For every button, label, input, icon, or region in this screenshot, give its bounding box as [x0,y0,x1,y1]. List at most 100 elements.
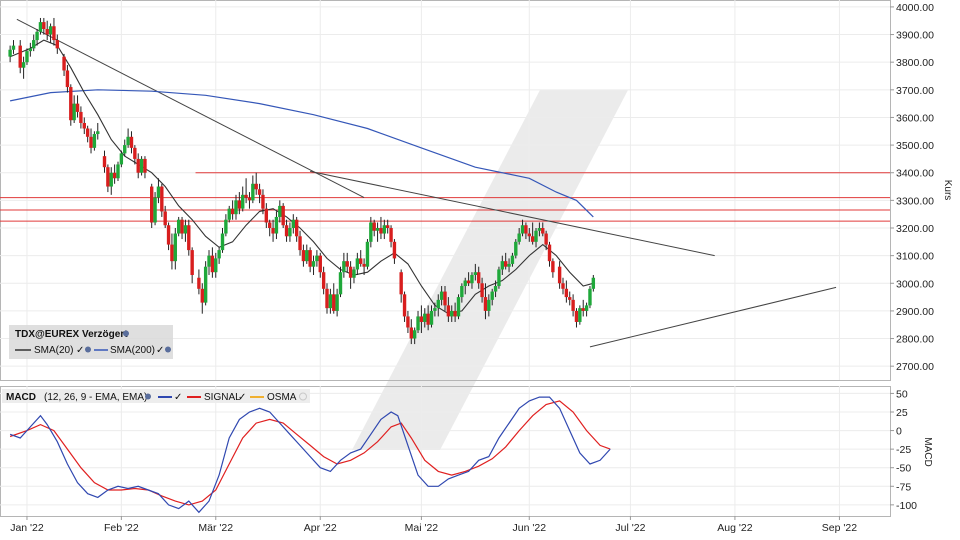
candle-down [284,219,289,242]
candle-body [315,255,319,262]
candle-down [257,183,262,204]
candle-body [348,266,353,278]
candle-body [75,103,80,112]
candle-up [32,34,36,52]
trend-line [589,286,837,348]
candle-body [308,250,312,267]
candle-body [547,244,552,262]
settings-icon[interactable] [145,393,151,400]
candle-body [143,158,147,173]
candle-body [176,219,181,234]
candle-body [126,136,130,146]
candle-body [82,122,86,129]
candle-down [557,261,562,289]
candle-body [517,233,521,242]
sma200-legend-label: SMA(200) [110,345,155,356]
candle-down [267,219,272,237]
price-y-tick-label: 3300.00 [896,195,934,207]
check-icon[interactable]: ✓ [174,392,182,403]
candle-up [274,211,279,240]
candle-body [112,172,117,179]
candle-down [581,299,585,317]
candle-up [119,150,124,168]
candle-up [412,327,417,345]
settings-icon[interactable] [165,346,171,353]
candle-body [591,277,596,289]
candle-up [514,239,518,259]
settings-icon[interactable] [85,346,91,353]
candle-body [85,128,90,137]
candle-body [42,22,46,30]
price-y-tick-label: 3000.00 [896,278,934,290]
candle-up [220,228,225,253]
candle-body [450,310,454,317]
trend-lines [16,18,837,348]
candle-up [305,244,309,264]
candle-up [278,200,282,223]
candle-body [139,158,144,173]
candle-up [584,302,589,317]
candle-body [338,272,343,295]
candle-body [352,269,356,278]
osma-legend-label: OSMA [267,392,297,403]
candle-down [453,302,457,322]
candle-body [123,145,127,154]
candle-up [439,286,444,306]
candle-body [460,286,464,298]
candle-body [588,288,592,306]
candle-down [170,233,174,270]
candle-body [470,274,474,284]
candle-down [574,308,579,328]
candle-body [28,48,33,52]
check-icon[interactable]: ✓ [76,345,84,356]
candle-body [227,208,231,220]
candle-body [237,200,242,209]
candle-body [456,297,461,317]
radio-icon[interactable] [299,392,307,401]
candle-body [102,156,107,168]
candle-down [321,266,326,295]
candle-up [207,250,211,275]
check-icon[interactable]: ✓ [238,392,246,403]
candle-up [534,228,538,248]
candle-down [102,150,107,173]
candle-up [315,250,319,267]
candle-body [473,272,478,275]
price-y-tick-label: 3700.00 [896,85,934,97]
check-icon[interactable]: ✓ [156,345,164,356]
signal-line [9,400,611,506]
candle-down [247,192,252,209]
candle-body [116,164,120,179]
price-legend: TDX@EUREX Verzögert SMA(20) ✓ SMA(200) ✓ [9,325,173,359]
candle-down [480,277,484,303]
candle-body [305,250,309,262]
candle-up [251,175,255,204]
candle-up [591,274,596,292]
x-tick-label: Apr '22 [304,522,337,534]
candle-body [62,56,66,71]
candle-down [551,258,555,278]
candle-body [234,200,238,215]
candle-up [311,255,316,275]
candle-down [530,222,535,245]
candle-down [18,40,22,74]
candle-down [527,228,531,242]
candle-up [369,216,373,248]
candle-up [21,56,26,79]
price-y-tick-label: 3200.00 [896,223,934,235]
price-y-tick-label: 3600.00 [896,112,934,124]
candle-body [487,299,491,311]
candle-body [38,22,43,32]
sma20-legend-label: SMA(20) [34,345,73,356]
macd-line [9,396,611,514]
candle-body [160,186,164,212]
candle-body [25,51,29,63]
candle-body [8,49,12,57]
candle-up [500,255,505,275]
candle-body [551,261,555,273]
settings-icon[interactable] [123,330,129,337]
candle-down [264,203,269,228]
candle-body [318,255,322,273]
candle-down [230,200,235,220]
candle-body [45,29,49,35]
